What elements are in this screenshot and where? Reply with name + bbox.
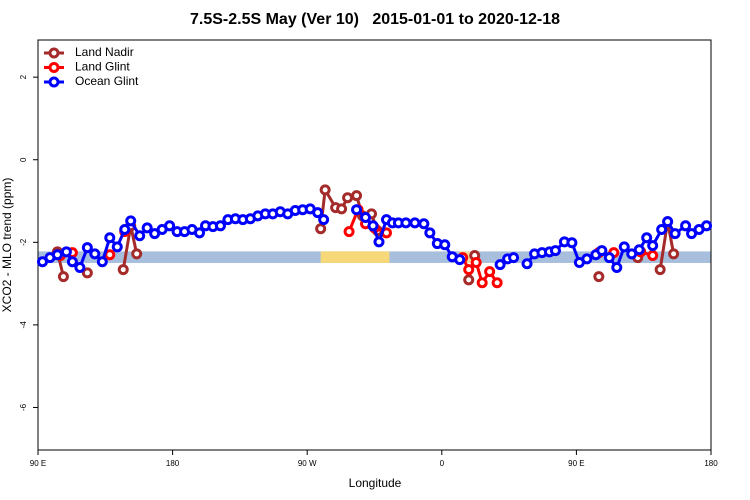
data-point [521, 258, 533, 270]
x-tick-label: 180 [704, 459, 718, 468]
chart-title: 7.5S-2.5S May (Ver 10) 2015-01-01 to 202… [190, 11, 560, 28]
legend-label: Land Glint [75, 60, 130, 74]
data-point [611, 262, 623, 274]
data-point [51, 249, 63, 261]
data-point [164, 220, 176, 232]
data-point [66, 256, 78, 268]
data-point [315, 223, 327, 235]
x-tick-label: 90 E [568, 459, 584, 468]
data-point [342, 192, 354, 204]
legend-marker [48, 62, 60, 73]
data-point [141, 222, 153, 234]
data-point [484, 266, 496, 278]
data-point [111, 241, 123, 253]
data-point [104, 232, 116, 244]
data-point [81, 242, 93, 254]
data-point [351, 190, 363, 202]
data-point [96, 256, 108, 268]
data-point [89, 248, 101, 260]
data-point [566, 237, 578, 249]
data-point [593, 271, 605, 283]
data-point [641, 232, 653, 244]
data-point [74, 262, 86, 274]
data-point [463, 264, 475, 276]
y-axis-label: XCO2 - MLO trend (ppm) [0, 178, 14, 313]
data-point [701, 220, 713, 232]
plot-frame [37, 39, 712, 451]
legend-label: Ocean Glint [75, 74, 139, 88]
data-point [60, 246, 72, 258]
data-point [654, 264, 666, 276]
data-point [319, 184, 331, 196]
data-point [336, 203, 348, 215]
data-point [656, 224, 668, 236]
y-tick-label: -6 [19, 403, 28, 411]
data-point [618, 241, 630, 253]
data-point [633, 244, 645, 256]
data-point [470, 257, 482, 269]
data-point [424, 227, 436, 239]
data-point [508, 252, 520, 264]
data-point [476, 277, 488, 289]
data-point [81, 267, 93, 279]
legend-label: Land Nadir [75, 45, 134, 59]
data-point [104, 249, 116, 261]
data-point [117, 264, 129, 276]
data-point [119, 224, 131, 236]
data-point [463, 274, 475, 286]
data-point [647, 240, 659, 252]
data-point [680, 220, 692, 232]
data-point [549, 245, 561, 257]
legend-marker [48, 47, 60, 59]
data-point [439, 239, 451, 251]
x-tick-label: 90 E [30, 459, 46, 468]
data-point [454, 254, 466, 266]
x-tick-label: 90 W [298, 459, 317, 468]
x-tick-label: 0 [440, 459, 445, 468]
data-point [194, 227, 206, 239]
y-tick-label: -2 [19, 238, 28, 246]
data-point [668, 248, 680, 260]
data-point [214, 220, 226, 232]
data-point [318, 214, 330, 226]
data-point [603, 252, 615, 264]
data-point [312, 207, 324, 219]
x-axis-label: Longitude [349, 476, 402, 490]
legend-marker [48, 76, 60, 88]
data-point [343, 226, 355, 238]
shade-band [320, 251, 390, 263]
y-tick-label: -4 [19, 321, 28, 329]
data-point [662, 216, 674, 228]
data-point [131, 248, 143, 260]
data-point [494, 259, 506, 271]
y-tick-label: 2 [19, 74, 28, 79]
x-tick-label: 180 [166, 459, 180, 468]
data-point [669, 228, 681, 240]
data-point [57, 271, 69, 283]
data-point [409, 217, 421, 229]
data-point [125, 215, 137, 227]
data-point [581, 253, 593, 265]
data-point [418, 218, 430, 230]
data-point [373, 236, 385, 248]
data-point [647, 250, 659, 262]
data-point [351, 204, 363, 216]
data-point [360, 212, 372, 224]
data-point [367, 220, 379, 232]
data-point [596, 245, 608, 257]
data-point [134, 230, 146, 242]
data-point [400, 217, 412, 229]
data-point [491, 277, 503, 289]
y-tick-label: 0 [19, 157, 28, 162]
